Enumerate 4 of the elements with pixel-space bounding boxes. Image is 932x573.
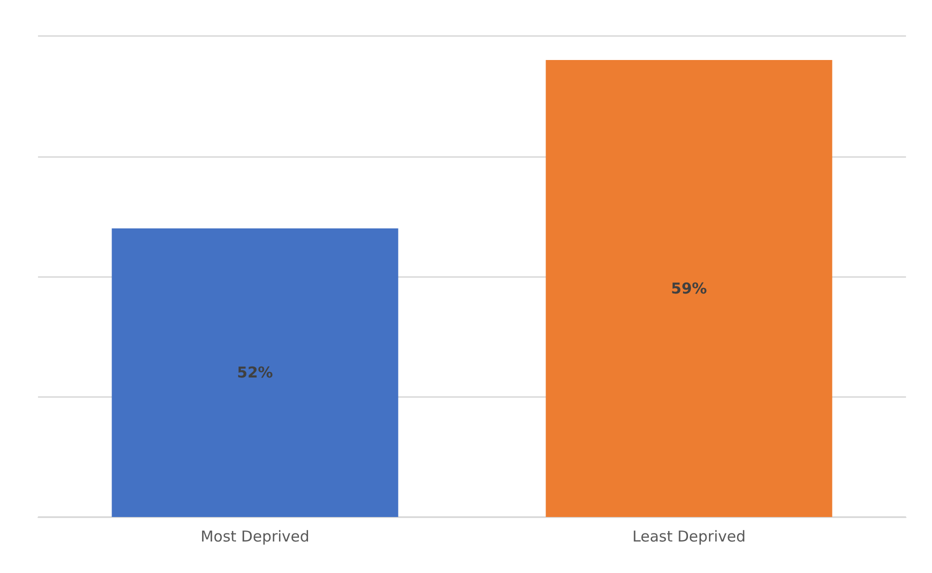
x-tick-label: Least Deprived xyxy=(632,528,746,546)
x-tick-label: Most Deprived xyxy=(200,528,310,546)
data-label: 52% xyxy=(237,364,273,382)
data-label: 59% xyxy=(671,280,707,298)
